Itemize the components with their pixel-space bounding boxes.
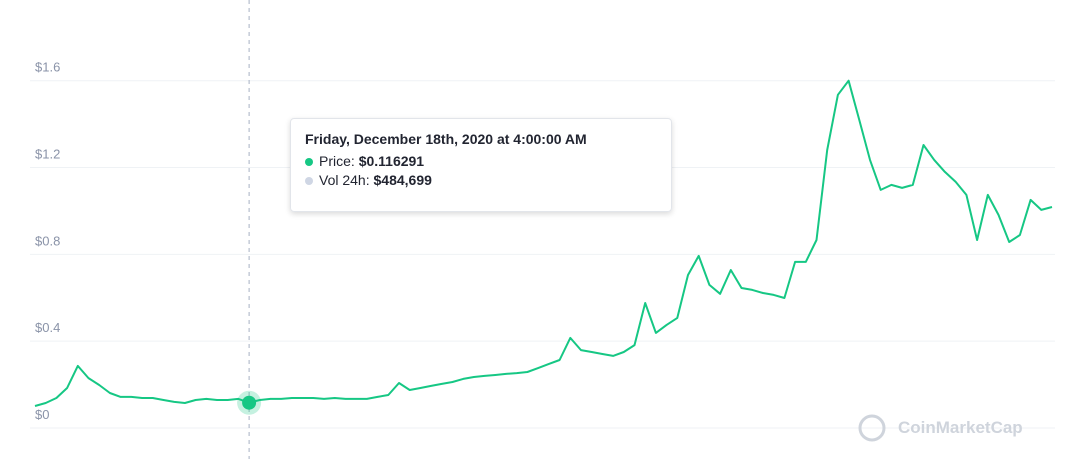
- price-line: [34, 79, 1053, 407]
- y-tick-label: $1.2: [35, 147, 60, 162]
- y-tick-label: $1.6: [35, 60, 60, 75]
- tooltip-volume: Vol 24h: $484,699: [305, 172, 657, 188]
- price-dot: [305, 158, 313, 167]
- price-name: Price:: [319, 153, 355, 169]
- tooltip: Friday, December 18th, 2020 at 4:00:00 A…: [290, 118, 672, 212]
- volume-value: $484,699: [373, 172, 432, 188]
- y-tick-label: $0: [35, 407, 49, 422]
- watermark-logo: [858, 414, 886, 442]
- hover-point: [242, 395, 257, 410]
- watermark: CoinMarketCap: [898, 418, 1023, 437]
- price-value: $0.116291: [358, 153, 425, 169]
- y-tick-label: $0.8: [35, 233, 60, 248]
- volume-name: Vol 24h:: [319, 172, 370, 188]
- volume-dot: [305, 177, 313, 186]
- tooltip-price: Price: $0.116291: [305, 153, 657, 169]
- y-tick-label: $0.4: [35, 320, 60, 335]
- tooltip-date: Friday, December 18th, 2020 at 4:00:00 A…: [305, 131, 587, 147]
